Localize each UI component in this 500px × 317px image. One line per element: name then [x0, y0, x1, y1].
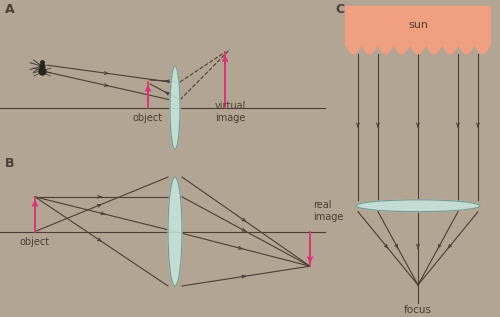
- Polygon shape: [170, 66, 180, 149]
- Text: B: B: [5, 157, 15, 170]
- Polygon shape: [168, 177, 182, 286]
- Text: focus: focus: [404, 305, 432, 315]
- Bar: [345, 6, 490, 43]
- Text: object: object: [20, 237, 50, 247]
- Text: A: A: [5, 3, 15, 16]
- Text: sun: sun: [408, 20, 428, 29]
- Text: object: object: [133, 113, 163, 123]
- Polygon shape: [356, 200, 480, 212]
- Text: C: C: [335, 3, 344, 16]
- Text: real
image: real image: [313, 200, 344, 222]
- Text: virtual
image: virtual image: [214, 101, 246, 123]
